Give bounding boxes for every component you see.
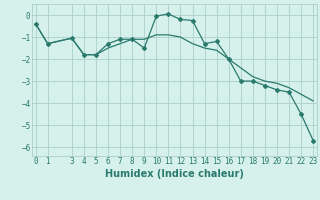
X-axis label: Humidex (Indice chaleur): Humidex (Indice chaleur) [105, 169, 244, 179]
